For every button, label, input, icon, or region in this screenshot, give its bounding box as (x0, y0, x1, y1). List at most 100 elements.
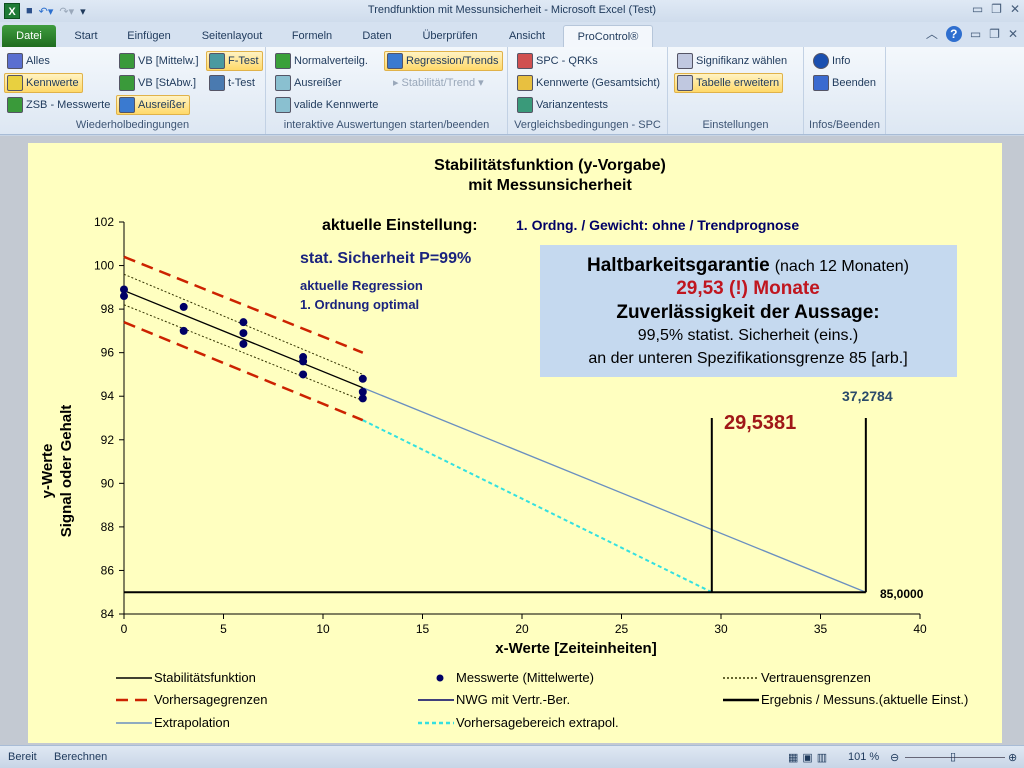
restore-icon[interactable]: ❐ (991, 2, 1002, 16)
zoom-slider-thumb[interactable]: ▯ (950, 751, 957, 763)
group-wiederholbedingungen: Alles Kennwerte ZSB - Messwerte VB [Mitt… (0, 47, 266, 134)
signifikanz-waehlen-button[interactable]: Signifikanz wählen (674, 51, 791, 71)
group-label: Wiederholbedingungen (75, 119, 190, 131)
group-label: Infos/Beenden (809, 119, 880, 131)
x-axis-label: x-Werte [Zeiteinheiten] (495, 640, 656, 657)
data-point (358, 394, 367, 403)
status-calc[interactable]: Berechnen (54, 751, 108, 763)
y-tick-label: 102 (94, 215, 114, 229)
zoom-out-icon[interactable]: ⊖ (890, 752, 900, 764)
group-einstellungen: Signifikanz wählen Tabelle erweitern Ein… (668, 47, 804, 134)
legend-label: Messwerte (Mittelwerte) (456, 670, 594, 685)
quick-access-toolbar: X ■ ↶▾ ↷▾ ▾ (4, 3, 86, 19)
data-point (120, 285, 128, 294)
y-tick-label: 84 (101, 607, 115, 621)
close-workbook-icon[interactable]: ✕ (1007, 26, 1018, 41)
varianzentests-button[interactable]: Varianzentests (514, 95, 612, 115)
customize-icon[interactable]: ▾ (80, 5, 86, 18)
group-label: interaktive Auswertungen starten/beenden (283, 119, 490, 131)
window-title: Trendfunktion mit Messunsicherheit - Mic… (367, 4, 657, 16)
legend-marker (436, 674, 444, 682)
help-icon[interactable]: ? (945, 25, 962, 42)
vb-mittelw-button[interactable]: VB [Mittelw.] (116, 51, 203, 71)
tabelle-erweitern-button[interactable]: Tabelle erweitern (674, 73, 784, 93)
box-result: 29,53 (!) Monate (676, 278, 820, 299)
group-label: Vergleichsbedingungen - SPC (514, 119, 661, 131)
group-interaktive-auswertungen: Normalverteilg. Ausreißer valide Kennwer… (266, 47, 508, 134)
save-icon[interactable]: ■ (26, 5, 33, 17)
ausreisser-interaktiv-button[interactable]: Ausreißer (272, 73, 346, 93)
zoom-in-icon[interactable]: ⊕ (1008, 752, 1018, 764)
series-line (123, 289, 364, 389)
data-point (120, 292, 128, 301)
y-tick-label: 94 (101, 389, 115, 403)
play-icon: ▸ (393, 77, 399, 89)
view-buttons[interactable]: ▦▣▥ (788, 752, 832, 764)
ftest-icon (209, 53, 225, 69)
beenden-button[interactable]: Beenden (810, 73, 880, 93)
data-point (299, 357, 308, 366)
alles-button[interactable]: Alles (4, 51, 54, 71)
spc-qrks-button[interactable]: SPC - QRKs (514, 51, 602, 71)
y-tick-label: 88 (101, 520, 115, 534)
tab-seitenlayout[interactable]: Seitenlayout (201, 30, 263, 42)
y-tick-label: 92 (101, 433, 115, 447)
zsb-messwerte-button[interactable]: ZSB - Messwerte (4, 95, 114, 115)
regression-text-2: 1. Ordnung optimal (300, 297, 419, 312)
status-bar: Bereit Berechnen ▦▣▥ 101 % ⊖ ▯ ⊕ (0, 745, 1024, 768)
tab-datei[interactable]: Datei (2, 25, 56, 47)
tab-ueberpruefen[interactable]: Überprüfen (422, 30, 478, 42)
regression-text-1: aktuelle Regression (300, 278, 423, 293)
normal-dist-icon (275, 53, 291, 69)
control-chart-icon (517, 53, 533, 69)
x-tick-label: 5 (220, 622, 227, 636)
variance-icon (517, 97, 533, 113)
valide-kennwerte-button[interactable]: valide Kennwerte (272, 95, 382, 115)
end-x-label: 37,2784 (842, 388, 893, 404)
zoom-slider[interactable] (905, 757, 1005, 758)
data-point (239, 329, 248, 338)
tab-einfuegen[interactable]: Einfügen (127, 30, 171, 42)
ausreisser-button[interactable]: Ausreißer (116, 95, 190, 115)
tab-start[interactable]: Start (74, 30, 98, 42)
collapse-ribbon-icon[interactable]: ︿ (925, 27, 938, 41)
tab-formeln[interactable]: Formeln (291, 30, 333, 42)
ribbon: Alles Kennwerte ZSB - Messwerte VB [Mitt… (0, 47, 1024, 135)
legend-label: Vorhersagegrenzen (154, 692, 267, 707)
setting-value: 1. Ordng. / Gewicht: ohne / Trendprognos… (516, 217, 799, 233)
alpha-icon (677, 53, 693, 69)
y-tick-label: 98 (101, 302, 115, 316)
x-tick-label: 20 (515, 622, 529, 636)
normalverteilg-button[interactable]: Normalverteilg. (272, 51, 372, 71)
legend-label: Stabilitätsfunktion (154, 670, 256, 685)
kennwerte-gesamtsicht-button[interactable]: Kennwerte (Gesamtsicht) (514, 73, 664, 93)
info-button[interactable]: Info (810, 51, 854, 71)
x-tick-label: 15 (416, 622, 430, 636)
vb-stabw-button[interactable]: VB [StAbw.] (116, 73, 200, 93)
stabilitaet-trend-dropdown[interactable]: ▸ Stabilität/Trend ▾ (390, 73, 488, 93)
y-axis-label: y-Werte (39, 444, 56, 499)
minimize-icon[interactable]: ▭ (971, 2, 984, 16)
status-ready: Bereit (8, 751, 37, 763)
y-tick-label: 86 (101, 563, 115, 577)
group-label: Einstellungen (702, 119, 769, 131)
chart[interactable]: Stabilitätsfunktion (y-Vorgabe) mit Mess… (28, 143, 1002, 743)
regression-trends-button[interactable]: Regression/Trends (384, 51, 503, 71)
worksheet-area: Stabilitätsfunktion (y-Vorgabe) mit Mess… (0, 136, 1024, 745)
tab-ansicht[interactable]: Ansicht (508, 30, 546, 42)
tab-daten[interactable]: Daten (362, 30, 392, 42)
f-test-button[interactable]: F-Test (206, 51, 263, 71)
redo-icon[interactable]: ↷▾ (59, 5, 75, 18)
restore-workbook-icon[interactable]: ❐ (989, 26, 1000, 41)
tab-procontrol[interactable]: ProControl® (563, 25, 653, 47)
undo-icon[interactable]: ↶▾ (38, 5, 54, 18)
minimize-workbook-icon[interactable]: ▭ (969, 26, 982, 41)
t-test-button[interactable]: t-Test (206, 73, 259, 93)
confidence-text: stat. Sicherheit P=99% (300, 250, 471, 267)
zoom-level[interactable]: 101 % (848, 751, 880, 763)
data-point (239, 318, 248, 327)
kennwerte-button[interactable]: Kennwerte (4, 73, 83, 93)
data-point (179, 326, 188, 335)
close-icon[interactable]: ✕ (1009, 2, 1020, 16)
box-reliability: Zuverlässigkeit der Aussage: (616, 302, 879, 323)
